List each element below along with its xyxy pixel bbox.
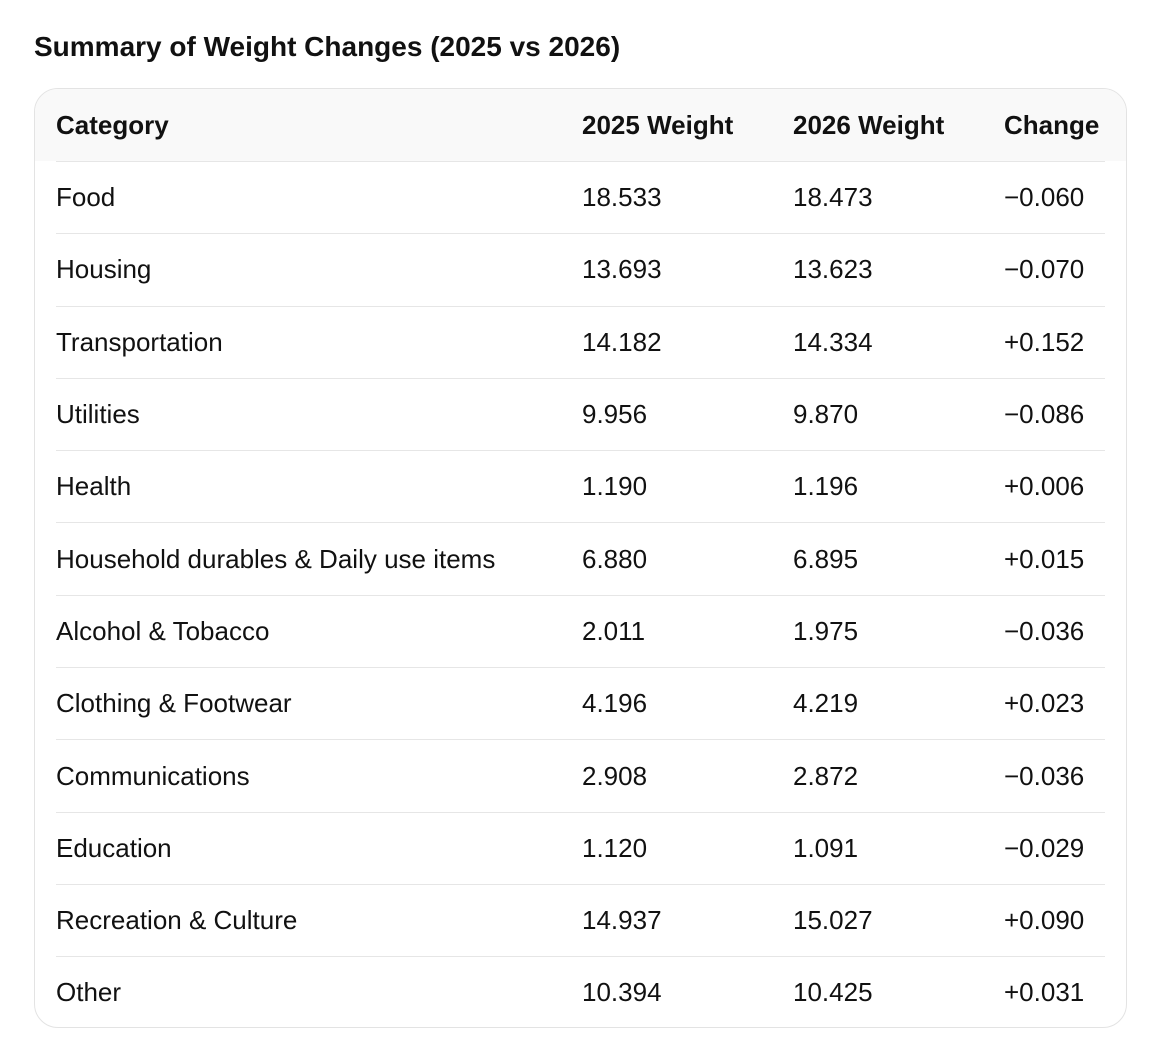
- table-cell: 14.182: [582, 326, 662, 357]
- table-cell: +0.023: [1004, 688, 1085, 719]
- table: Category 2025 Weight 2026 Weight Change Food…: [34, 88, 1127, 1028]
- table-row: Household durables & Daily use items 6.88…: [56, 522, 1105, 594]
- table-cell: 18.533: [582, 182, 662, 213]
- table-row: Other 10.394 10.425 +0.031: [56, 956, 1105, 1027]
- table-cell: Food: [56, 182, 116, 213]
- table-cell: 6.880: [582, 543, 648, 574]
- table-row: Utilities 9.956 9.870 −0.086: [56, 377, 1105, 450]
- table-row: Alcohol & Tobacco 2.011 1.975 −0.036: [56, 594, 1105, 667]
- table-cell: 9.870: [793, 399, 859, 430]
- table-cell: −0.029: [1004, 832, 1085, 863]
- table-row: Recreation & Culture 14.937 15.027 +0.090: [56, 883, 1105, 956]
- table-row: Health 1.190 1.196 +0.006: [56, 450, 1105, 522]
- header-cell: Category: [56, 109, 169, 140]
- table-cell: +0.015: [1004, 543, 1085, 574]
- table-cell: Clothing & Footwear: [56, 688, 292, 719]
- table-row: Housing 13.693 13.623 −0.070: [56, 233, 1105, 305]
- table-cell: 13.693: [582, 254, 662, 285]
- table-cell: 2.011: [582, 615, 646, 646]
- header-cell: 2026 Weight: [793, 109, 945, 140]
- table-cell: Utilities: [56, 399, 140, 430]
- table-cell: −0.036: [1004, 615, 1085, 646]
- table-cell: +0.031: [1004, 977, 1085, 1008]
- table-cell: 13.623: [793, 254, 873, 285]
- table-row: Food 18.533 18.473 −0.060: [56, 161, 1105, 233]
- table-cell: 1.975: [793, 615, 859, 646]
- table-cell: 1.120: [582, 832, 648, 863]
- table-cell: Transportation: [56, 326, 223, 357]
- header-row: Category 2025 Weight 2026 Weight Change: [35, 89, 1126, 161]
- table-cell: 18.473: [793, 182, 873, 213]
- title: Summary of Weight Changes (2025 vs 2026): [34, 31, 621, 62]
- table-cell: 6.895: [793, 543, 859, 574]
- table-cell: −0.070: [1004, 254, 1085, 285]
- table-cell: 10.425: [793, 977, 873, 1008]
- table-cell: 4.219: [793, 688, 859, 719]
- table-cell: −0.060: [1004, 182, 1085, 213]
- table-cell: −0.086: [1004, 399, 1085, 430]
- header-cell: Change: [1004, 109, 1100, 140]
- table-row: Clothing & Footwear 4.196 4.219 +0.023: [56, 667, 1105, 739]
- table-cell: 2.908: [582, 760, 648, 791]
- table-cell: 1.091: [793, 832, 859, 863]
- table-cell: 10.394: [582, 977, 662, 1008]
- table-cell: 2.872: [793, 760, 859, 791]
- table-cell: 14.334: [793, 326, 873, 357]
- table-cell: +0.006: [1004, 471, 1085, 502]
- table-cell: 1.190: [582, 471, 648, 502]
- table-cell: Communications: [56, 760, 250, 791]
- table-cell: Education: [56, 832, 172, 863]
- table-cell: 4.196: [582, 688, 648, 719]
- table-row: Communications 2.908 2.872 −0.036: [56, 739, 1105, 811]
- table-cell: +0.152: [1004, 326, 1085, 357]
- table-cell: Health: [56, 471, 132, 502]
- table-row: Education 1.120 1.091 −0.029: [56, 811, 1105, 884]
- table-row: Transportation 14.182 14.334 +0.152: [56, 305, 1105, 378]
- table-cell: Household durables & Daily use items: [56, 543, 496, 574]
- header-cell: 2025 Weight: [582, 109, 734, 140]
- table-cell: 15.027: [793, 905, 873, 936]
- table-cell: 1.196: [793, 471, 859, 502]
- table-cell: 14.937: [582, 905, 662, 936]
- table-cell: 9.956: [582, 399, 648, 430]
- table-cell: Alcohol & Tobacco: [56, 615, 270, 646]
- table-cell: Recreation & Culture: [56, 905, 298, 936]
- table-cell: −0.036: [1004, 760, 1085, 791]
- table-cell: +0.090: [1004, 905, 1085, 936]
- table-cell: Other: [56, 977, 122, 1008]
- table-cell: Housing: [56, 254, 152, 285]
